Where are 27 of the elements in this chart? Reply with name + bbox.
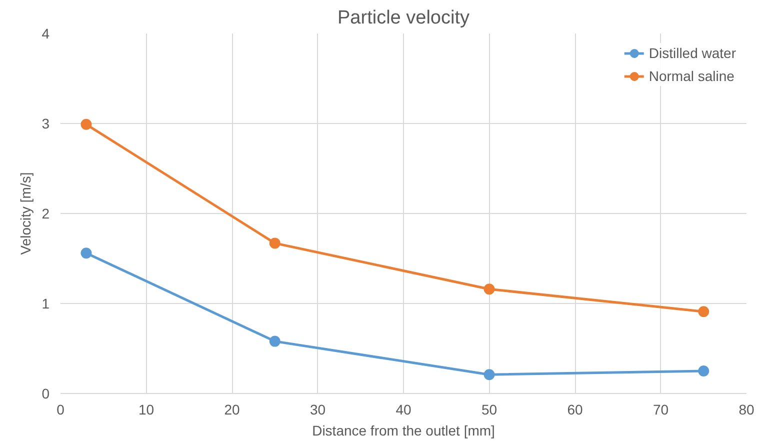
x-tick-label: 10: [138, 402, 154, 418]
y-axis-title: Velocity [m/s]: [18, 172, 34, 255]
point: [484, 284, 495, 295]
point: [80, 248, 92, 259]
legend-label: Distilled water: [648, 45, 736, 61]
x-tick-label: 40: [396, 402, 412, 418]
x-axis-title: Distance from the outlet [mm]: [312, 422, 495, 438]
chart-title: Particle velocity: [338, 8, 470, 28]
point: [269, 238, 280, 249]
legend-label: Normal saline: [648, 68, 734, 84]
point: [698, 306, 710, 318]
x-tick-label: 70: [652, 402, 669, 418]
point: [80, 118, 92, 130]
point: [269, 336, 280, 347]
x-tick-label: 50: [481, 402, 498, 418]
y-tick-label: 0: [42, 386, 50, 402]
y-tick-label: 1: [42, 296, 50, 312]
point: [484, 369, 495, 380]
y-tick-label: 2: [42, 206, 50, 222]
y-tick-label: 4: [42, 26, 50, 42]
point: [698, 366, 710, 376]
x-tick-label: 80: [738, 402, 754, 418]
y-tick-label: 3: [42, 116, 50, 132]
x-tick-label: 60: [567, 402, 583, 418]
x-tick-label: 30: [310, 402, 326, 418]
x-tick-label: 0: [56, 402, 65, 418]
x-tick-label: 20: [224, 402, 240, 418]
